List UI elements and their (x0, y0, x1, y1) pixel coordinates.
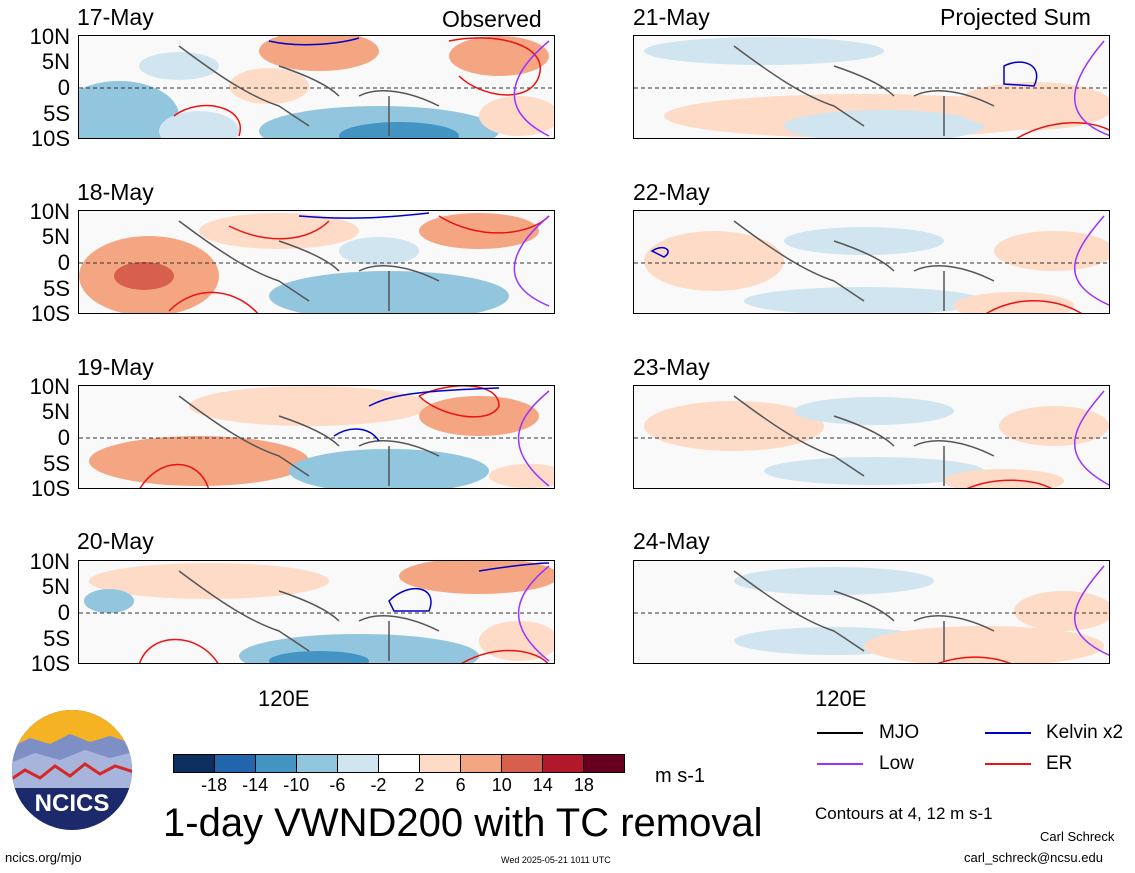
legend-label-low: Low (879, 753, 914, 774)
lat-label: 5N (41, 399, 70, 424)
panel-date: 20-May (77, 528, 154, 554)
map-panel (633, 560, 1110, 664)
panel-date: 17-May (77, 4, 154, 30)
lat-label: 0 (57, 425, 70, 450)
lon-label-right: 120E (815, 686, 867, 711)
site-link[interactable]: ncics.org/mjo (5, 850, 82, 865)
chart-title: 1-day VWND200 with TC removal (163, 801, 763, 845)
lat-label: 10S (30, 476, 70, 501)
map-panel (78, 210, 555, 314)
colorbar-swatch (296, 755, 337, 772)
lat-label: 5S (43, 626, 70, 651)
lat-label: 0 (57, 250, 70, 275)
colorbar-swatch (419, 755, 460, 772)
colorbar-tick-label: -6 (329, 775, 346, 795)
map-panel (633, 35, 1110, 139)
timestamp: Wed 2025-05-21 1011 UTC (501, 855, 611, 865)
legend-label-kelvin: Kelvin x2 (1046, 722, 1124, 743)
panel-tag: Projected Sum (940, 4, 1091, 30)
contours-note: Contours at 4, 12 m s-1 (815, 804, 993, 823)
lat-label: 10N (29, 549, 70, 574)
panel-date: 23-May (633, 354, 710, 380)
anomaly-shading (79, 386, 554, 488)
lat-label: 10S (30, 301, 70, 326)
legend-line-er (985, 763, 1031, 765)
anomaly-shading (79, 36, 554, 138)
lat-label: 10N (29, 374, 70, 399)
lat-label: 0 (57, 600, 70, 625)
author: Carl Schreck (1040, 829, 1115, 844)
map-panel (78, 35, 555, 139)
lat-label: 5S (43, 451, 70, 476)
colorbar-tick-label: 14 (532, 775, 553, 795)
lat-label: 5N (41, 224, 70, 249)
colorbar-swatch (255, 755, 296, 772)
anomaly-shading (634, 37, 1109, 138)
map-panel (633, 210, 1110, 314)
colorbar-swatch (214, 755, 255, 772)
legend-line-low (817, 763, 863, 765)
colorbar-unit: m s-1 (655, 765, 705, 787)
colorbar-tick-label: 2 (414, 775, 425, 795)
anomaly-shading (79, 212, 554, 313)
lat-label: 5S (43, 276, 70, 301)
anomaly-shading (634, 215, 1109, 313)
lat-label: 10S (30, 651, 70, 676)
map-panel (78, 385, 555, 489)
legend-line-kelvin (985, 732, 1031, 734)
lon-label-left: 120E (258, 686, 310, 711)
colorbar-swatch (337, 755, 378, 772)
panel-date: 19-May (77, 354, 154, 380)
lat-label: 10N (29, 199, 70, 224)
colorbar-tick-label: -14 (242, 775, 269, 795)
anomaly-shading (634, 565, 1109, 663)
lat-label: 5N (41, 574, 70, 599)
colorbar-tick-label: -18 (201, 775, 228, 795)
map-panel (78, 560, 555, 664)
colorbar-swatch (542, 755, 583, 772)
panel-tag: Observed (442, 6, 542, 32)
lat-label: 10S (30, 126, 70, 151)
lat-label: 5N (41, 49, 70, 74)
panel-date: 21-May (633, 4, 710, 30)
ncics-logo: NCICS (10, 708, 134, 832)
logo-text: NCICS (34, 790, 110, 817)
panel-date: 24-May (633, 528, 710, 554)
anomaly-shading (634, 390, 1109, 488)
map-panel (633, 385, 1110, 489)
panel-date: 18-May (77, 179, 154, 205)
colorbar-tick-label: -10 (283, 775, 310, 795)
colorbar-tick-label: -2 (370, 775, 387, 795)
legend-label-er: ER (1046, 753, 1073, 774)
panel-date: 22-May (633, 179, 710, 205)
lat-label: 0 (57, 75, 70, 100)
colorbar-swatch (501, 755, 542, 772)
lat-label: 5S (43, 101, 70, 126)
lat-label: 10N (29, 24, 70, 49)
colorbar-swatch (460, 755, 501, 772)
colorbar-swatch (378, 755, 419, 772)
colorbar-tick-label: 6 (455, 775, 466, 795)
legend-line-mjo (817, 732, 863, 734)
colorbar-tick-label: 10 (491, 775, 512, 795)
colorbar-tick-label: 18 (573, 775, 594, 795)
author-email: carl_schreck@ncsu.edu (964, 850, 1103, 865)
colorbar-swatch (583, 755, 624, 772)
anomaly-shading (79, 561, 554, 663)
legend-label-mjo: MJO (879, 722, 920, 743)
colorbar-swatch (174, 755, 214, 772)
